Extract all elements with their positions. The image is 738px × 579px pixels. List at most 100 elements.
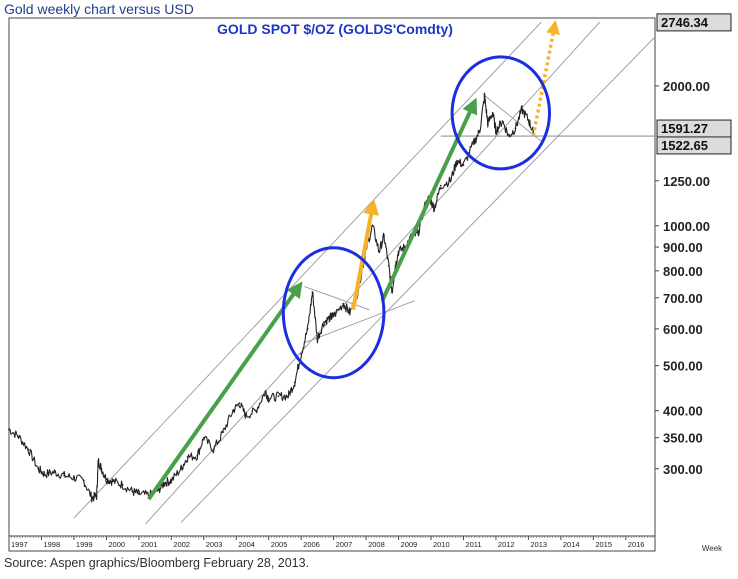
series-point-25 [202, 436, 205, 439]
highlight-ellipse-12 [450, 55, 551, 171]
series-point-35 [287, 395, 290, 398]
series-point-42 [329, 316, 332, 319]
channel-lines [73, 21, 656, 525]
series-point-54 [394, 264, 397, 267]
x-tick-label-3: 2000 [108, 540, 125, 549]
series-point-10 [95, 495, 98, 498]
triangle-line-4 [304, 300, 415, 344]
y-tick-label-0: 300.00 [663, 462, 703, 477]
series-point-16 [131, 490, 134, 493]
x-tick-label-5: 2002 [173, 540, 190, 549]
series-point-24 [196, 454, 199, 457]
series-point-6 [63, 474, 66, 477]
x-tick-label-8: 2005 [271, 540, 288, 549]
series-point-50 [378, 250, 380, 253]
series-point-15 [121, 483, 124, 486]
x-tick-label-0: 1997 [11, 540, 28, 549]
x-tick-label-13: 2010 [433, 540, 450, 549]
x-tick-label-11: 2008 [368, 540, 385, 549]
series-point-22 [180, 467, 182, 470]
series-point-33 [267, 397, 270, 400]
series-point-12 [100, 467, 103, 470]
x-axis-band [8, 535, 656, 552]
series-point-70 [491, 111, 494, 114]
x-tick-label-18: 2015 [595, 540, 612, 549]
channel-line-2 [180, 36, 656, 523]
price-tag-label-0: 2746.34 [661, 15, 709, 30]
series-point-41 [322, 321, 325, 324]
x-tick-label-4: 2001 [141, 540, 158, 549]
series-point-20 [163, 481, 166, 484]
series-point-4 [43, 473, 46, 476]
x-axis: 1997 1998 1999 2000 2001 2002 2003 2004 2005 2006… [8, 536, 654, 549]
chart-title: GOLD SPOT $/OZ (GOLDS'Comdty) [217, 21, 453, 37]
series-point-64 [456, 159, 458, 162]
source-note: Source: Aspen graphics/Bloomberg Februar… [4, 556, 310, 570]
series-point-63 [449, 179, 452, 182]
series-point-67 [478, 130, 481, 132]
series-point-73 [508, 135, 510, 137]
y-tick-label-2: 400.00 [663, 404, 703, 419]
series-point-62 [439, 184, 442, 187]
series-point-71 [495, 130, 497, 132]
series-point-28 [232, 409, 234, 412]
series-point-17 [137, 492, 140, 495]
y-tick-label-1: 350.00 [663, 431, 703, 446]
series-point-49 [371, 224, 374, 227]
y-tick-label-10: 2000.00 [663, 79, 710, 94]
series-point-34 [277, 395, 280, 398]
series-point-68 [483, 95, 486, 98]
series-point-43 [332, 314, 335, 317]
series-point-77 [532, 131, 535, 133]
series-point-0 [8, 428, 10, 431]
series-point-5 [53, 471, 56, 474]
x-tick-label-1: 1998 [43, 540, 60, 549]
x-tick-label-19: 2016 [628, 540, 645, 549]
series-point-19 [157, 489, 160, 491]
series-point-13 [105, 478, 108, 481]
series-point-51 [383, 235, 385, 238]
y-tick-label-4: 600.00 [663, 322, 703, 337]
y-tick-label-8: 1000.00 [663, 219, 710, 234]
series-point-11 [97, 459, 100, 462]
series-point-31 [254, 409, 257, 412]
series-point-45 [348, 311, 351, 314]
series-point-74 [514, 127, 517, 130]
series-point-23 [186, 456, 189, 458]
series-line-0 [8, 92, 534, 503]
price-tags: 2746.34 1591.27 1522.65 [656, 13, 732, 155]
series-point-2 [27, 448, 30, 451]
series-point-1 [17, 435, 20, 438]
series-point-9 [90, 496, 93, 499]
series-point-21 [170, 479, 173, 482]
series-point-61 [433, 207, 436, 210]
series-point-37 [300, 353, 303, 355]
series-point-75 [521, 108, 523, 111]
triangle-line-5 [482, 93, 542, 142]
channel-line-0 [73, 21, 542, 519]
series-point-7 [73, 476, 75, 479]
series-point-3 [37, 467, 40, 470]
annotation-overlays [146, 19, 560, 501]
projected-arrow-10 [531, 19, 560, 137]
series-point-65 [462, 164, 465, 167]
x-tick-label-9: 2006 [303, 540, 320, 549]
trend-arrow-7 [146, 281, 303, 501]
x-tick-label-16: 2013 [530, 540, 547, 549]
x-tick-label-7: 2004 [238, 540, 255, 549]
series-point-76 [527, 118, 530, 121]
trend-arrow-8 [380, 97, 478, 302]
y-tick-label-5: 700.00 [663, 291, 703, 306]
series-point-32 [264, 390, 267, 393]
y-tick-label-7: 900.00 [663, 240, 703, 255]
series-point-39 [311, 291, 314, 293]
price-tag-box-2 [656, 136, 732, 155]
series-point-53 [391, 291, 393, 293]
series-point-44 [342, 302, 345, 305]
series-point-14 [111, 480, 114, 483]
series-point-55 [397, 250, 400, 253]
series-point-66 [472, 143, 475, 145]
plot-frame [8, 17, 656, 537]
series-point-36 [293, 381, 296, 384]
